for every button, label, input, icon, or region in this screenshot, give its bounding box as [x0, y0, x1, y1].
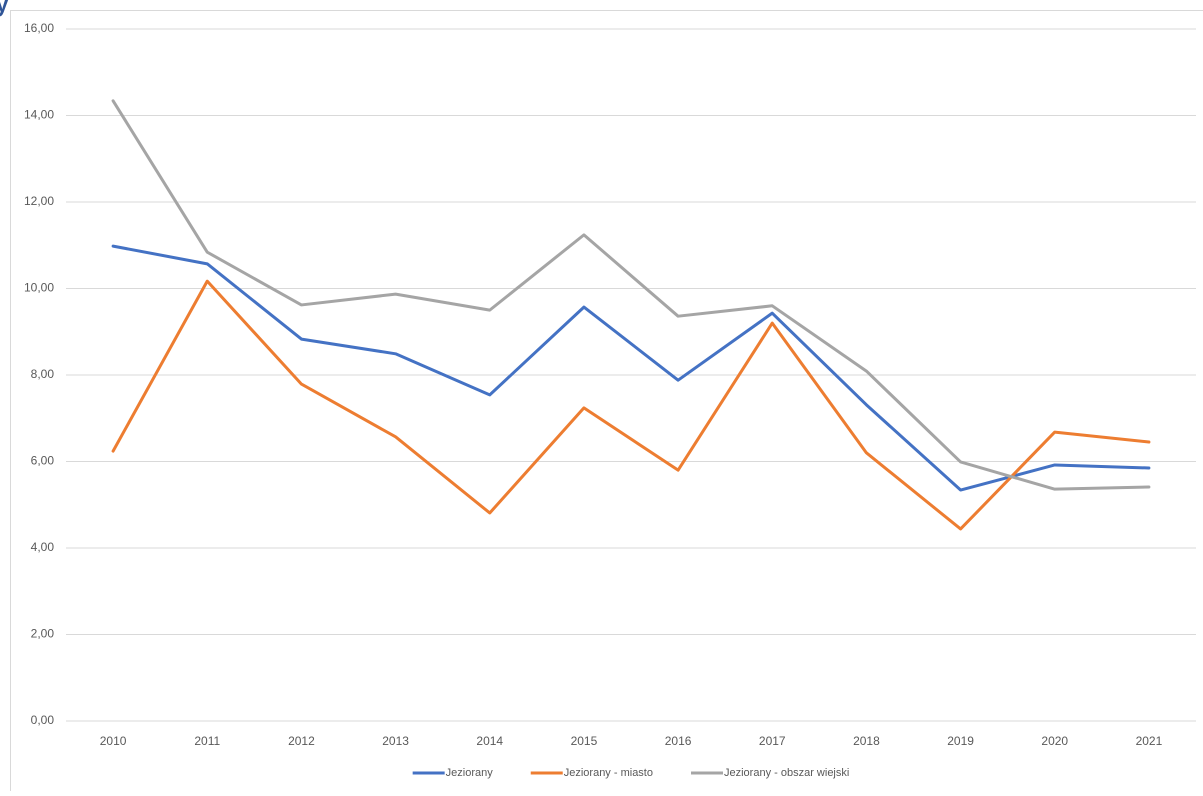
- chart-frame: [11, 11, 1203, 792]
- x-tick-label: 2014: [476, 734, 503, 748]
- x-tick-label: 2021: [1136, 734, 1163, 748]
- x-tick-label: 2016: [665, 734, 692, 748]
- x-tick-label: 2017: [759, 734, 786, 748]
- y-tick-label: 8,00: [31, 367, 55, 381]
- y-tick-label: 2,00: [31, 627, 55, 641]
- x-tick-label: 2013: [382, 734, 409, 748]
- y-tick-label: 0,00: [31, 713, 55, 727]
- heading: y: [0, 0, 9, 17]
- y-tick-label: 12,00: [24, 194, 54, 208]
- x-tick-label: 2020: [1041, 734, 1068, 748]
- y-tick-label: 10,00: [24, 281, 54, 295]
- y-tick-label: 14,00: [24, 108, 54, 122]
- x-tick-label: 2011: [194, 734, 220, 748]
- y-tick-label: 16,00: [24, 21, 54, 35]
- x-tick-label: 2015: [571, 734, 598, 748]
- x-tick-label: 2019: [947, 734, 974, 748]
- y-tick-label: 4,00: [31, 540, 55, 554]
- x-tick-label: 2010: [100, 734, 127, 748]
- x-tick-label: 2018: [853, 734, 880, 748]
- legend-label: Jeziorany - obszar wiejski: [724, 767, 849, 779]
- y-tick-label: 6,00: [31, 454, 55, 468]
- legend-label: Jeziorany: [446, 767, 494, 779]
- x-tick-label: 2012: [288, 734, 315, 748]
- legend-label: Jeziorany - miasto: [564, 767, 653, 779]
